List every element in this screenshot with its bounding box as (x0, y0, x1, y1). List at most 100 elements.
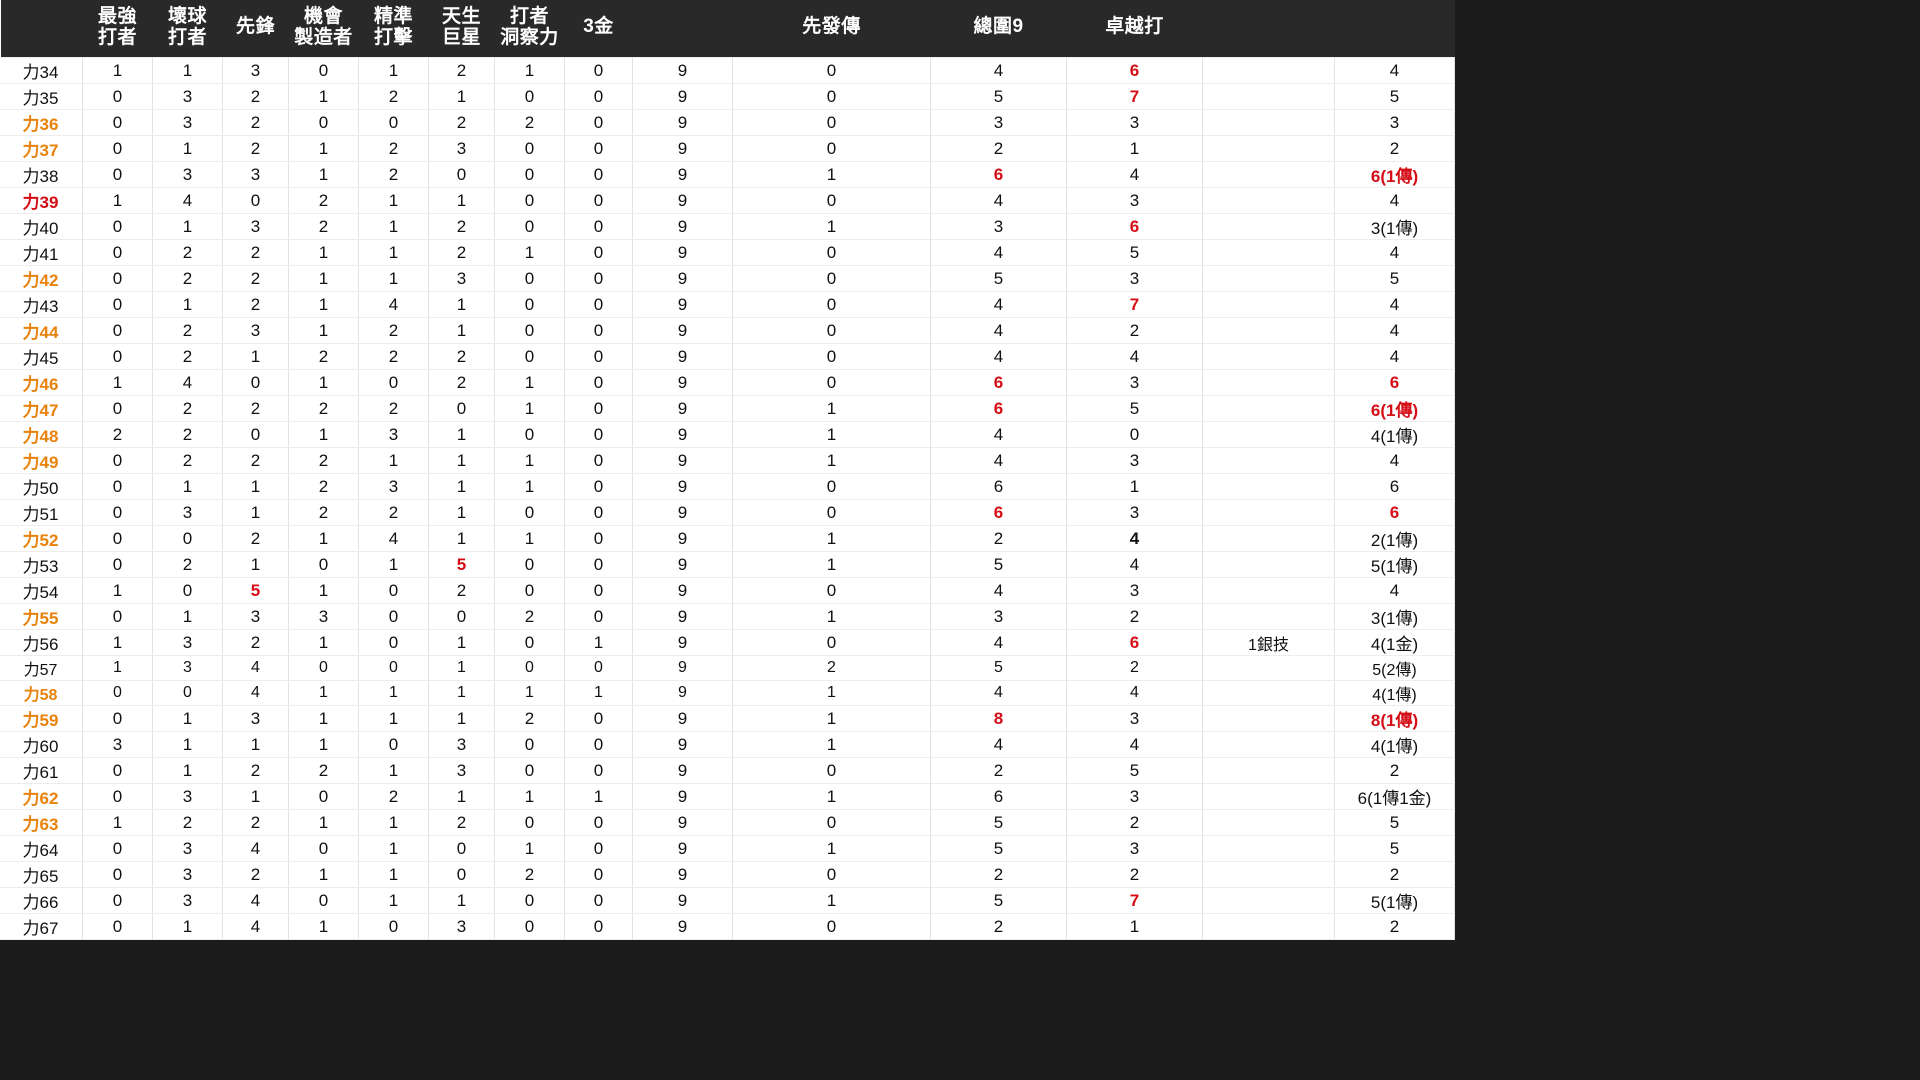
cell-unnamed_gap[interactable]: 9 (632, 499, 733, 526)
table-row[interactable]: 力55 0 1 3 3 0 0 2 0 9 1 3 2 3(1傳) (0, 603, 1455, 630)
cell-vanguard[interactable]: 4 (222, 913, 289, 940)
cell-excellent_hit[interactable]: 6 (1066, 57, 1203, 84)
row-label[interactable]: 力42 (0, 265, 83, 292)
cell-unnamed_gap[interactable]: 9 (632, 603, 733, 630)
cell-total_field_9[interactable]: 2 (930, 135, 1067, 162)
cell-final_total[interactable]: 5 (1334, 809, 1455, 836)
row-label[interactable]: 力47 (0, 395, 83, 422)
cell-vanguard[interactable]: 2 (222, 239, 289, 266)
cell-bad_ball_hitter[interactable]: 3 (152, 783, 223, 810)
table-row[interactable]: 力60 3 1 1 1 0 3 0 0 9 1 4 4 4(1傳) (0, 731, 1455, 758)
row-label[interactable]: 力50 (0, 473, 83, 500)
cell-total_field_9[interactable]: 6 (930, 499, 1067, 526)
cell-skill_note[interactable] (1202, 655, 1335, 681)
cell-precision_hit[interactable]: 1 (358, 239, 429, 266)
cell-starting_pass[interactable]: 1 (732, 161, 931, 188)
cell-starting_pass[interactable]: 1 (732, 887, 931, 914)
cell-unnamed_gap[interactable]: 9 (632, 395, 733, 422)
cell-natural_star[interactable]: 2 (428, 577, 495, 604)
cell-strongest_batter[interactable]: 0 (82, 835, 153, 862)
cell-precision_hit[interactable]: 0 (358, 109, 429, 136)
cell-unnamed_gap[interactable]: 9 (632, 161, 733, 188)
cell-total_field_9[interactable]: 4 (930, 629, 1067, 656)
cell-excellent_hit[interactable]: 3 (1066, 835, 1203, 862)
cell-starting_pass[interactable]: 0 (732, 109, 931, 136)
cell-bad_ball_hitter[interactable]: 4 (152, 369, 223, 396)
cell-precision_hit[interactable]: 1 (358, 861, 429, 888)
cell-vanguard[interactable]: 2 (222, 291, 289, 318)
cell-bad_ball_hitter[interactable]: 2 (152, 265, 223, 292)
cell-precision_hit[interactable]: 1 (358, 213, 429, 240)
cell-strongest_batter[interactable]: 0 (82, 913, 153, 940)
column-header-precision_hit[interactable]: 精準 打擊 (358, 0, 429, 58)
cell-starting_pass[interactable]: 0 (732, 809, 931, 836)
cell-skill_note[interactable] (1202, 447, 1335, 474)
cell-unnamed_gap[interactable]: 9 (632, 265, 733, 292)
row-label[interactable]: 力54 (0, 577, 83, 604)
cell-batter_insight[interactable]: 0 (494, 887, 565, 914)
cell-skill_note[interactable] (1202, 239, 1335, 266)
cell-chance_maker[interactable]: 0 (288, 57, 359, 84)
cell-chance_maker[interactable]: 1 (288, 913, 359, 940)
cell-precision_hit[interactable]: 0 (358, 369, 429, 396)
row-label[interactable]: 力65 (0, 861, 83, 888)
row-label[interactable]: 力48 (0, 421, 83, 448)
cell-strongest_batter[interactable]: 0 (82, 135, 153, 162)
cell-strongest_batter[interactable]: 0 (82, 291, 153, 318)
cell-vanguard[interactable]: 3 (222, 161, 289, 188)
cell-chance_maker[interactable]: 1 (288, 577, 359, 604)
cell-total_field_9[interactable]: 4 (930, 57, 1067, 84)
cell-batter_insight[interactable]: 1 (494, 239, 565, 266)
cell-precision_hit[interactable]: 1 (358, 265, 429, 292)
cell-bad_ball_hitter[interactable]: 2 (152, 809, 223, 836)
cell-precision_hit[interactable]: 4 (358, 291, 429, 318)
cell-final_total[interactable]: 6 (1334, 499, 1455, 526)
cell-precision_hit[interactable]: 3 (358, 473, 429, 500)
cell-precision_hit[interactable]: 2 (358, 343, 429, 370)
cell-unnamed_gap[interactable]: 9 (632, 213, 733, 240)
cell-starting_pass[interactable]: 0 (732, 291, 931, 318)
cell-chance_maker[interactable]: 0 (288, 655, 359, 681)
column-header-skill_note[interactable] (1202, 0, 1335, 58)
cell-total_field_9[interactable]: 2 (930, 757, 1067, 784)
column-header-natural_star[interactable]: 天生 巨星 (428, 0, 495, 58)
row-label[interactable]: 力34 (0, 57, 83, 84)
cell-three_gold[interactable]: 0 (564, 447, 633, 474)
cell-bad_ball_hitter[interactable]: 1 (152, 135, 223, 162)
cell-natural_star[interactable]: 1 (428, 499, 495, 526)
row-label[interactable]: 力60 (0, 731, 83, 758)
cell-total_field_9[interactable]: 3 (930, 109, 1067, 136)
cell-vanguard[interactable]: 4 (222, 680, 289, 706)
cell-chance_maker[interactable]: 1 (288, 161, 359, 188)
cell-strongest_batter[interactable]: 1 (82, 809, 153, 836)
cell-vanguard[interactable]: 1 (222, 551, 289, 578)
cell-final_total[interactable]: 4 (1334, 343, 1455, 370)
cell-three_gold[interactable]: 0 (564, 109, 633, 136)
cell-unnamed_gap[interactable]: 9 (632, 757, 733, 784)
cell-chance_maker[interactable]: 2 (288, 473, 359, 500)
cell-skill_note[interactable] (1202, 861, 1335, 888)
cell-bad_ball_hitter[interactable]: 3 (152, 83, 223, 110)
table-row[interactable]: 力58 0 0 4 1 1 1 1 1 9 1 4 4 4(1傳) (0, 680, 1455, 706)
cell-precision_hit[interactable]: 2 (358, 161, 429, 188)
cell-chance_maker[interactable]: 1 (288, 135, 359, 162)
cell-vanguard[interactable]: 1 (222, 473, 289, 500)
cell-excellent_hit[interactable]: 1 (1066, 913, 1203, 940)
cell-total_field_9[interactable]: 5 (930, 809, 1067, 836)
table-row[interactable]: 力34 1 1 3 0 1 2 1 0 9 0 4 6 4 (0, 57, 1455, 84)
cell-total_field_9[interactable]: 4 (930, 317, 1067, 344)
cell-batter_insight[interactable]: 0 (494, 809, 565, 836)
cell-bad_ball_hitter[interactable]: 2 (152, 343, 223, 370)
cell-skill_note[interactable] (1202, 161, 1335, 188)
cell-total_field_9[interactable]: 2 (930, 913, 1067, 940)
row-label[interactable]: 力49 (0, 447, 83, 474)
cell-three_gold[interactable]: 0 (564, 239, 633, 266)
cell-final_total[interactable]: 5 (1334, 265, 1455, 292)
cell-chance_maker[interactable]: 0 (288, 551, 359, 578)
cell-final_total[interactable]: 4 (1334, 577, 1455, 604)
cell-natural_star[interactable]: 1 (428, 473, 495, 500)
cell-bad_ball_hitter[interactable]: 3 (152, 161, 223, 188)
table-row[interactable]: 力56 1 3 2 1 0 1 0 1 9 0 4 6 1銀技 4(1金) (0, 629, 1455, 656)
cell-batter_insight[interactable]: 2 (494, 861, 565, 888)
cell-skill_note[interactable] (1202, 809, 1335, 836)
